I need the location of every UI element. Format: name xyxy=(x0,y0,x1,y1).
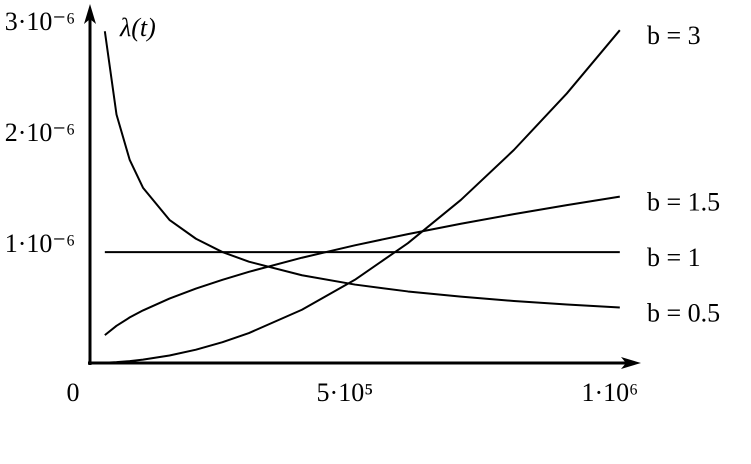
x-tick-label: 0 xyxy=(67,378,80,407)
x-tick-label: 5·10⁵ xyxy=(317,378,374,407)
series-label: b = 1.5 xyxy=(647,188,720,217)
y-axis-arrow xyxy=(84,4,96,24)
y-tick-label: 3·10⁻⁶ xyxy=(5,7,75,36)
y-axis-label: λ(t) xyxy=(119,13,156,42)
series-label: b = 0.5 xyxy=(647,299,720,328)
series-line xyxy=(104,29,621,364)
series-line xyxy=(103,31,620,309)
y-tick-label: 2·10⁻⁶ xyxy=(5,118,75,147)
series-label: b = 3 xyxy=(647,21,701,50)
x-axis-arrow xyxy=(621,357,641,369)
series-line xyxy=(104,195,620,336)
series-label: b = 1 xyxy=(647,243,701,272)
x-tick-label: 1·10⁶ xyxy=(581,378,638,407)
y-tick-label: 1·10⁻⁶ xyxy=(5,229,75,258)
